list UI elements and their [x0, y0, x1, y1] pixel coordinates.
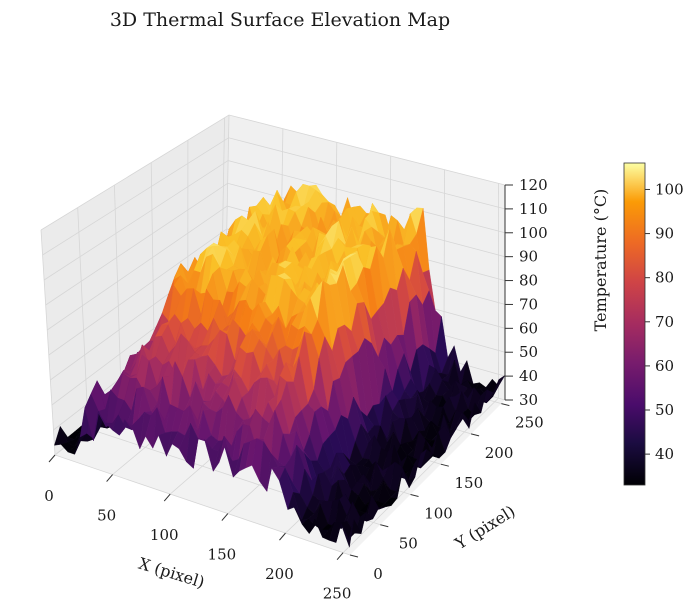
y-tick-label: 100	[424, 504, 453, 522]
y-tick-label: 200	[485, 444, 514, 462]
surface-patch	[340, 519, 354, 548]
x-tick-label: 0	[44, 487, 54, 505]
z-tick-label: 70	[519, 295, 538, 313]
z-axis-ticks: 30 40 50 60 70 80 90 100 110 120	[504, 176, 548, 409]
colorbar-tick-label: 50	[655, 401, 674, 419]
z-tick-label: 110	[519, 200, 548, 218]
colorbar-tick-label: 40	[655, 445, 674, 463]
x-axis-ticks: 0 50 100 150 200 250	[44, 454, 352, 603]
colorbar-tick-label: 70	[655, 313, 674, 331]
colorbar-tick-label: 80	[655, 269, 674, 287]
z-tick-label: 60	[519, 319, 538, 337]
chart-title: 3D Thermal Surface Elevation Map	[110, 9, 450, 31]
z-tick-label: 40	[519, 367, 538, 385]
colorbar-ticks: 40 50 60 70 80 90 100	[645, 180, 684, 463]
y-tick-label: 250	[515, 414, 544, 432]
y-tick-label: 150	[455, 474, 484, 492]
y-axis-label: Y (pixel)	[451, 501, 519, 553]
y-tick-label: 0	[373, 565, 383, 583]
colorbar-tick-label: 90	[655, 225, 674, 243]
x-tick-label: 100	[150, 526, 179, 544]
x-tick-label: 200	[265, 565, 294, 583]
colorbar-tick-label: 60	[655, 357, 674, 375]
colorbar-tick-label: 100	[655, 180, 684, 198]
y-tick-label: 50	[399, 535, 418, 553]
z-tick-label: 30	[519, 391, 538, 409]
x-tick-label: 150	[208, 546, 237, 564]
z-tick-label: 80	[519, 272, 538, 290]
thermal-surface	[54, 183, 506, 548]
z-tick-label: 50	[519, 343, 538, 361]
colorbar-label: Temperature (°C)	[591, 189, 610, 332]
z-tick-label: 90	[519, 248, 538, 266]
x-tick-label: 50	[97, 507, 116, 525]
x-axis-label: X (pixel)	[136, 554, 207, 592]
x-tick-label: 250	[323, 585, 352, 603]
z-tick-label: 120	[519, 176, 548, 194]
z-tick-label: 100	[519, 224, 548, 242]
colorbar	[623, 162, 646, 486]
